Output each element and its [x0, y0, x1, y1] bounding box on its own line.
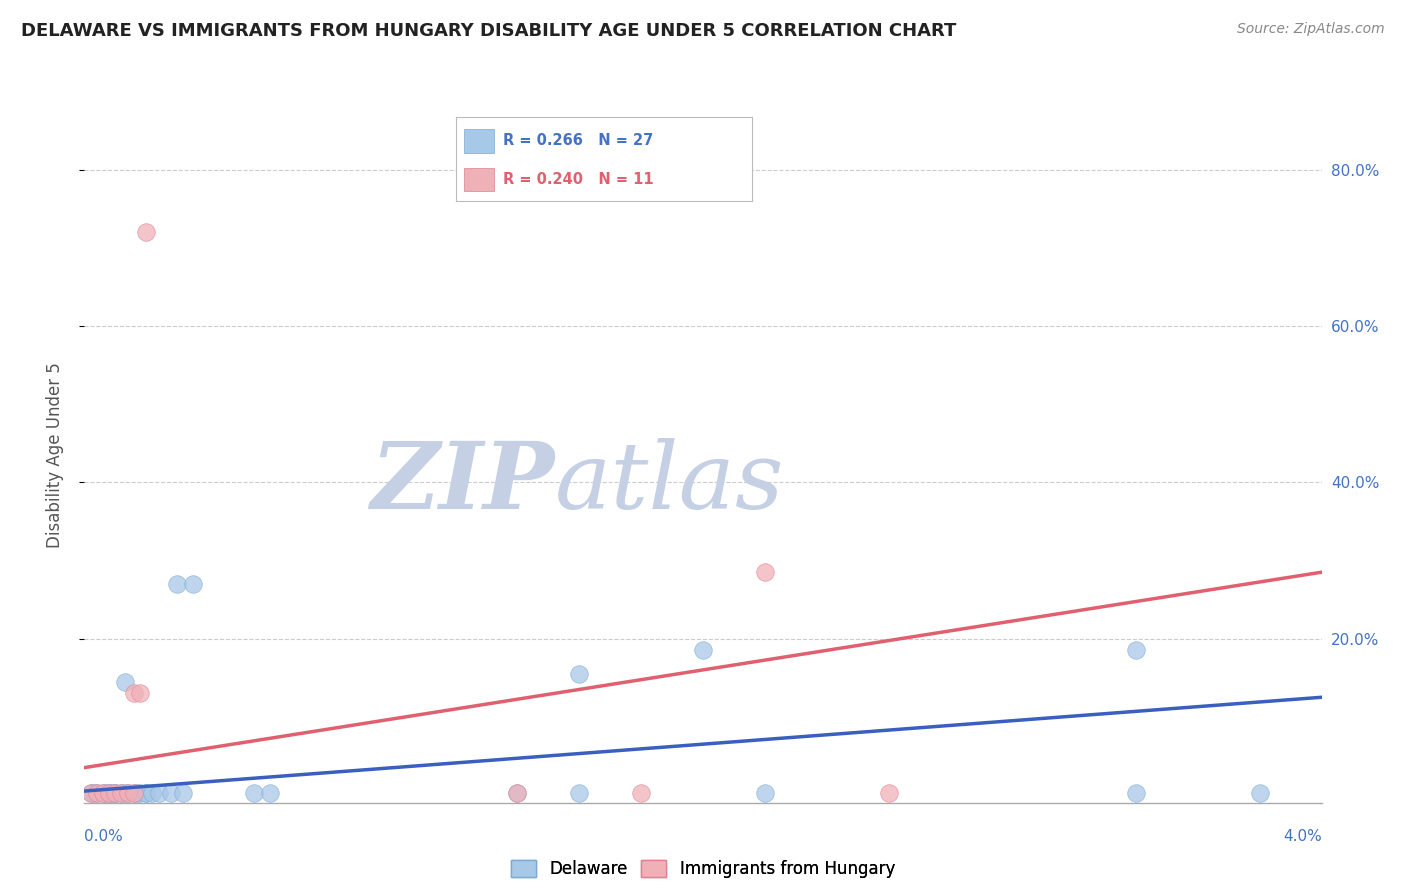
Point	[114, 786, 136, 800]
Point	[86, 786, 108, 800]
Text: 0.0%: 0.0%	[84, 829, 124, 844]
Point	[506, 786, 529, 800]
Point	[98, 786, 121, 800]
Point	[104, 786, 127, 800]
Legend: Delaware, Immigrants from Hungary: Delaware, Immigrants from Hungary	[505, 854, 901, 885]
Point	[129, 786, 152, 800]
Point	[754, 786, 776, 800]
Point	[122, 686, 145, 700]
Point	[877, 786, 900, 800]
Point	[122, 786, 145, 800]
Point	[506, 786, 529, 800]
Point	[91, 786, 114, 800]
Point	[101, 786, 124, 800]
Y-axis label: Disability Age Under 5: Disability Age Under 5	[45, 362, 63, 548]
Point	[141, 786, 163, 800]
Point	[172, 786, 194, 800]
Point	[181, 577, 204, 591]
Text: 4.0%: 4.0%	[1282, 829, 1322, 844]
Point	[117, 786, 139, 800]
Point	[110, 786, 132, 800]
Point	[259, 786, 281, 800]
Point	[104, 786, 127, 800]
Text: atlas: atlas	[554, 438, 785, 528]
Point	[160, 786, 183, 800]
Point	[114, 674, 136, 689]
Point	[568, 666, 591, 681]
Point	[568, 786, 591, 800]
Point	[135, 225, 157, 239]
Point	[86, 786, 108, 800]
Point	[79, 786, 101, 800]
Text: DELAWARE VS IMMIGRANTS FROM HUNGARY DISABILITY AGE UNDER 5 CORRELATION CHART: DELAWARE VS IMMIGRANTS FROM HUNGARY DISA…	[21, 22, 956, 40]
Point	[110, 786, 132, 800]
Point	[122, 786, 145, 800]
Point	[630, 786, 652, 800]
Point	[98, 786, 121, 800]
Point	[125, 786, 148, 800]
Point	[91, 786, 114, 800]
Point	[135, 786, 157, 800]
Point	[83, 786, 105, 800]
Point	[754, 565, 776, 579]
Text: ZIP: ZIP	[370, 438, 554, 528]
Point	[94, 786, 117, 800]
Point	[129, 686, 152, 700]
Point	[135, 786, 157, 800]
Point	[1125, 786, 1147, 800]
Point	[148, 786, 170, 800]
Point	[166, 577, 188, 591]
Point	[117, 786, 139, 800]
Text: Source: ZipAtlas.com: Source: ZipAtlas.com	[1237, 22, 1385, 37]
Point	[243, 786, 266, 800]
Point	[692, 643, 714, 657]
Point	[1249, 786, 1271, 800]
Point	[104, 786, 127, 800]
Point	[79, 786, 101, 800]
Point	[1125, 643, 1147, 657]
